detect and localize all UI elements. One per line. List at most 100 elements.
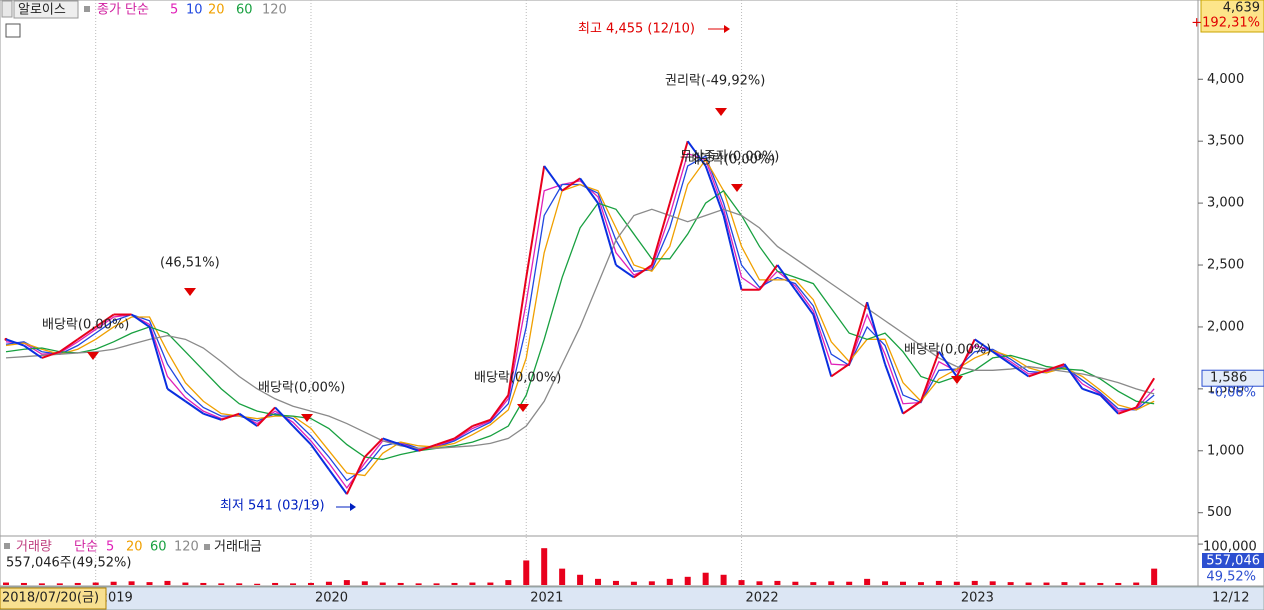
- last-price: 1,586: [1210, 371, 1247, 386]
- volume-bar: [595, 578, 602, 585]
- volume-last-box: [1202, 553, 1264, 568]
- price-segment: [95, 313, 115, 328]
- price-segment: [1028, 369, 1047, 378]
- volume-ma-label: 단순: [74, 540, 98, 555]
- price-segment: [345, 456, 366, 495]
- price-segment: [704, 165, 725, 216]
- event-marker: [301, 414, 313, 422]
- volume-summary: 557,046주(49,52%): [6, 556, 131, 571]
- price-segment: [453, 425, 474, 440]
- legend-item: 5: [170, 3, 178, 18]
- volume-bar: [307, 582, 314, 585]
- legend-item: 20: [208, 3, 225, 18]
- volume-bar: [74, 582, 81, 585]
- volume-bar: [630, 581, 637, 585]
- volume-ratio: 49,52%: [1206, 570, 1256, 585]
- price-segment: [902, 400, 922, 415]
- y-tick-label: 3,000: [1207, 196, 1244, 211]
- legend-item: 120: [262, 3, 287, 18]
- volume-bar: [720, 574, 727, 585]
- price-segment: [131, 313, 151, 328]
- volume-bar: [1043, 582, 1050, 585]
- y-tick-label: 3,500: [1207, 134, 1244, 149]
- price-segment: [166, 388, 186, 403]
- volume-bar: [56, 583, 63, 585]
- price-segment: [382, 437, 402, 446]
- volume-bar: [200, 582, 207, 585]
- price-segment: [310, 444, 330, 470]
- x-axis-bar: [0, 586, 1264, 610]
- price-segment: [5, 338, 25, 347]
- price-segment: [400, 443, 419, 452]
- price-segment: [668, 140, 689, 204]
- volume-bar: [810, 582, 817, 585]
- price-segment: [1117, 406, 1137, 415]
- ma-line: [5, 189, 1155, 461]
- volume-bar: [1097, 582, 1104, 585]
- price-segment: [866, 301, 887, 365]
- title-box[interactable]: [13, 0, 79, 19]
- price-segment: [489, 394, 510, 421]
- volume-bar: [989, 581, 996, 585]
- price-segment: [184, 400, 204, 415]
- volume-bar: [415, 583, 422, 585]
- price-segment: [848, 301, 869, 365]
- annotation: 배당락(0,00%): [904, 343, 991, 358]
- volume-bar: [361, 581, 368, 585]
- volume-bar: [92, 582, 99, 585]
- price-segment: [633, 264, 653, 279]
- price-segment: [938, 351, 958, 378]
- price-segment: [220, 412, 240, 421]
- price-segment: [812, 314, 833, 377]
- price-segment: [615, 264, 635, 279]
- volume-amount-label: 거래대금: [214, 540, 262, 555]
- y-tick-label: 2,000: [1207, 319, 1244, 334]
- annotation: (46,51%): [160, 256, 220, 271]
- y-tick-label: 4,000: [1207, 72, 1244, 87]
- price-segment: [364, 437, 384, 458]
- price-segment: [543, 165, 563, 192]
- x-tick-label: 2019: [100, 591, 133, 606]
- price-segment: [418, 443, 437, 452]
- volume-bar: [774, 580, 781, 585]
- annotation: 배당락(0,00%): [688, 153, 775, 168]
- y-tick-label: 100,000: [1203, 540, 1257, 555]
- header-icon: [1, 0, 13, 18]
- last-price-box: [1201, 369, 1264, 387]
- change-label: -0,06%: [1210, 386, 1256, 401]
- volume-bar: [343, 580, 350, 585]
- event-marker: [951, 376, 963, 384]
- price-segment: [274, 406, 294, 427]
- price-segment: [919, 351, 940, 402]
- price-segment: [1063, 363, 1084, 390]
- table-icon[interactable]: [5, 23, 21, 38]
- volume-bar: [110, 581, 117, 585]
- volume-bar: [935, 580, 942, 585]
- event-marker: [184, 288, 196, 296]
- price-segment: [238, 412, 258, 427]
- price-segment: [148, 326, 169, 390]
- ma-line: [5, 208, 1155, 449]
- volume-ma-name: 5: [106, 540, 114, 555]
- volume-bar: [451, 582, 458, 585]
- y-tick-label: 500: [1207, 505, 1232, 520]
- volume-bar: [236, 583, 243, 585]
- volume-ma-name: 60: [150, 540, 167, 555]
- volume-bar: [864, 578, 871, 585]
- volume-bar: [218, 583, 225, 585]
- annotation-arrow: [724, 25, 730, 33]
- volume-bar: [900, 581, 906, 585]
- price-segment: [1099, 394, 1119, 415]
- volume-bar: [523, 560, 530, 585]
- high-box: [1200, 0, 1264, 33]
- volume-bar: [290, 583, 297, 585]
- volume-bar: [505, 580, 512, 585]
- volume-bar: [38, 583, 45, 585]
- start-date: 2018/07/20(금): [2, 591, 99, 606]
- volume-bar: [1007, 582, 1014, 585]
- volume-bar: [792, 581, 799, 585]
- price-segment: [328, 468, 348, 495]
- price-segment: [41, 350, 61, 359]
- end-date: 12/12: [1212, 591, 1249, 606]
